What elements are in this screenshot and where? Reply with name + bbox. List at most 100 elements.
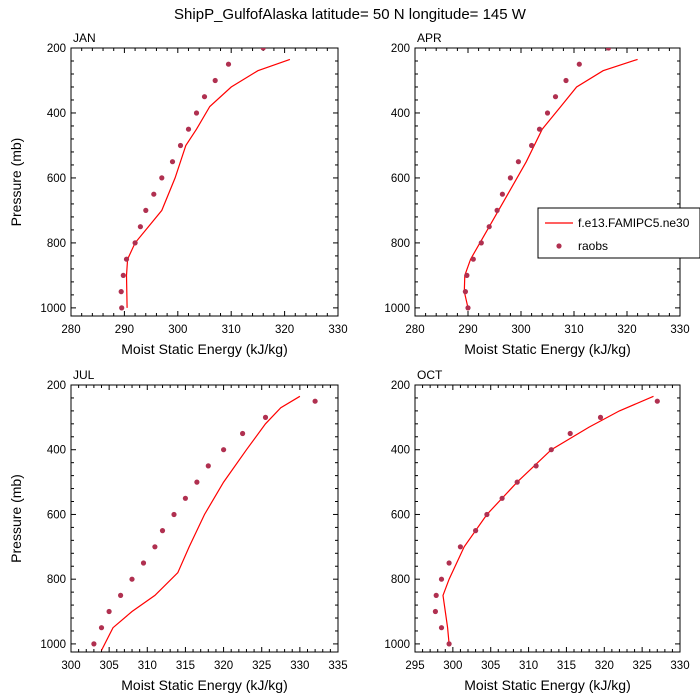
obs-point (118, 289, 124, 295)
y-tick-label: 600 (391, 509, 410, 521)
x-tick-label: 315 (176, 660, 195, 672)
obs-point (171, 511, 177, 518)
x-tick-label: 330 (670, 660, 689, 672)
x-tick-label: 310 (222, 324, 241, 336)
legend-model-label: f.e13.FAMIPC5.ne30 (578, 216, 690, 230)
y-tick-label: 1000 (40, 303, 66, 315)
obs-point (470, 256, 476, 262)
obs-point (129, 576, 135, 582)
obs-point (462, 289, 468, 295)
obs-point (536, 126, 543, 132)
x-axis-label: Moist Static Energy (kJ/kg) (121, 341, 288, 357)
obs-point (212, 77, 218, 84)
y-tick-label: 800 (47, 238, 66, 250)
obs-point (473, 528, 479, 534)
obs-point (514, 479, 520, 485)
x-tick-label: 280 (61, 324, 80, 336)
panels: 280 290 300 310 320 330 200 400 600 800 1000 JAN Moi… (8, 29, 690, 693)
panel-title-oct: OCT (417, 368, 443, 382)
x-tick-label: 320 (214, 660, 233, 672)
obs-point (567, 430, 573, 437)
obs-point (605, 48, 612, 51)
obs-point (464, 272, 470, 278)
obs-point (544, 110, 551, 116)
obs-point (548, 447, 554, 453)
obs-point (446, 641, 452, 647)
x-tick-label: 310 (138, 660, 157, 672)
legend-obs-marker (556, 243, 562, 249)
model-series-line (463, 58, 638, 309)
obs-point (159, 528, 166, 534)
obs-point (194, 479, 200, 485)
panel-frame (414, 384, 681, 653)
y-axis-label: Pressure (mb) (8, 138, 24, 227)
obs-point (120, 272, 126, 278)
obs-point (529, 142, 535, 149)
model-series-line (442, 395, 654, 644)
obs-point (438, 576, 445, 582)
y-tick-label: 600 (391, 173, 410, 185)
obs-point (533, 463, 539, 469)
y-tick-label: 200 (47, 43, 66, 55)
x-tick-label: 300 (443, 660, 462, 672)
obs-point (465, 305, 471, 311)
x-tick-label: 320 (595, 660, 614, 672)
obs-point (499, 495, 505, 501)
obs-point (597, 414, 604, 420)
x-tick-label: 280 (405, 324, 424, 336)
x-tick-label: 305 (100, 660, 119, 672)
obs-point (140, 560, 147, 566)
x-tick-label: 330 (328, 324, 347, 336)
y-tick-label: 600 (47, 509, 66, 521)
x-tick-label: 295 (405, 660, 424, 672)
y-tick-label: 200 (391, 43, 410, 55)
legend-obs-label: raobs (578, 239, 608, 253)
obs-point (151, 191, 157, 197)
obs-point (137, 224, 143, 230)
y-tick-label: 400 (47, 108, 66, 120)
panel-apr: 280 290 300 310 320 330 200 400 600 800 1000 APR Moi… (384, 31, 689, 357)
obs-point (159, 175, 165, 181)
obs-point (298, 29, 303, 34)
panel-jul: 300 305 310 315 320 325 330 335 200 400 600 800 1000… (8, 368, 348, 693)
x-tick-label: 330 (290, 660, 309, 672)
obs-point (169, 159, 176, 165)
figure-title: ShipP_GulfofAlaska latitude= 50 N longit… (174, 6, 527, 23)
obs-point (576, 61, 582, 67)
panel-title-jan: JAN (73, 31, 96, 45)
obs-point (446, 560, 452, 566)
y-tick-label: 1000 (40, 639, 66, 651)
obs-point (119, 305, 125, 311)
y-tick-label: 600 (47, 173, 66, 185)
obs-point (185, 126, 192, 132)
y-tick-label: 800 (391, 574, 410, 586)
plot-area (91, 395, 318, 651)
x-tick-label: 300 (511, 324, 530, 336)
obs-point (177, 142, 184, 149)
legend-box (537, 207, 700, 259)
x-tick-label: 335 (328, 660, 347, 672)
obs-point (182, 495, 188, 501)
panel-frame (414, 47, 681, 317)
obs-point (221, 447, 227, 453)
panel-frame (70, 384, 339, 653)
x-tick-label: 310 (519, 660, 538, 672)
obs-point (438, 625, 445, 631)
x-tick-label: 300 (168, 324, 187, 336)
x-tick-label: 315 (557, 660, 576, 672)
obs-point (152, 544, 158, 550)
x-tick-label: 290 (458, 324, 477, 336)
y-tick-label: 400 (47, 445, 66, 457)
panel-oct: 295 300 305 310 315 320 325 330 200 400 600 800 1000… (384, 368, 689, 693)
obs-point (515, 159, 522, 165)
obs-point (433, 592, 439, 599)
obs-point (312, 398, 318, 404)
y-axis-label: Pressure (mb) (8, 474, 24, 563)
obs-point (260, 48, 266, 51)
obs-point (486, 224, 492, 230)
y-tick-label: 200 (391, 380, 410, 392)
x-axis-label: Moist Static Energy (kJ/kg) (121, 677, 288, 693)
x-axis-label: Moist Static Energy (kJ/kg) (464, 677, 631, 693)
y-tick-label: 1000 (384, 639, 410, 651)
obs-point (132, 240, 138, 246)
